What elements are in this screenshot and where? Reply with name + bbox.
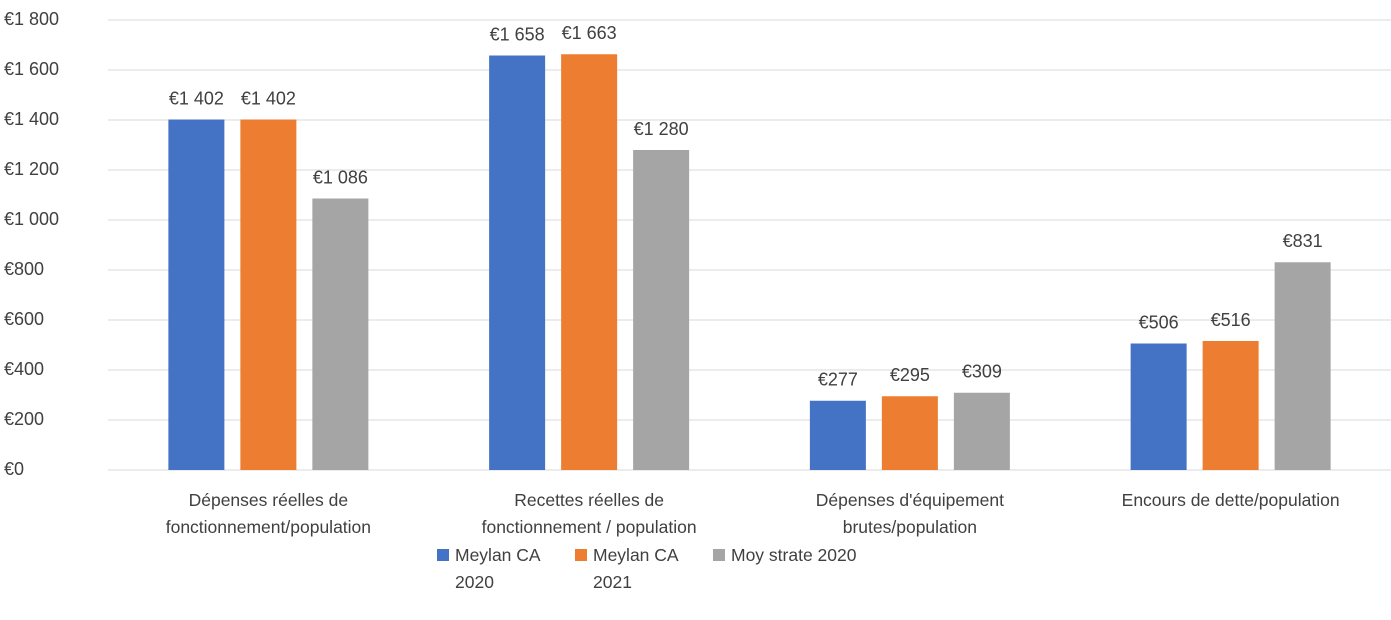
bar: [633, 150, 690, 470]
bar: [809, 400, 866, 470]
y-tick-label: €1 800: [4, 9, 59, 29]
data-label: €1 658: [490, 24, 545, 44]
data-label: €831: [1283, 231, 1323, 251]
legend-item: Meylan CA 2020: [437, 542, 555, 596]
data-label: €1 280: [634, 119, 689, 139]
legend-item: Moy strate 2020: [713, 542, 856, 596]
legend: Meylan CA 2020 Meylan CA 2021 Moy strate 2…: [437, 542, 876, 596]
y-tick-label: €1 600: [4, 59, 59, 79]
legend-item: Meylan CA 2021: [575, 542, 693, 596]
y-tick-label: €400: [4, 359, 44, 379]
x-tick-label: Dépenses réelles de fonctionnement/popul…: [165, 490, 372, 537]
legend-swatch: [437, 549, 449, 561]
legend-label: Moy strate 2020: [731, 545, 857, 565]
x-tick-label: Recettes réelles de fonctionnement / pop…: [481, 490, 697, 537]
legend-swatch: [575, 549, 587, 561]
bar: [1202, 341, 1259, 470]
data-label: €295: [890, 365, 930, 385]
bar: [240, 119, 297, 470]
data-label: €1 086: [313, 167, 368, 187]
data-label: €1 402: [169, 88, 224, 108]
data-label: €309: [962, 362, 1002, 382]
data-label: €1 402: [241, 88, 296, 108]
y-tick-label: €1 400: [4, 109, 59, 129]
bar: [489, 55, 546, 470]
legend-label: Meylan CA 2020: [455, 545, 540, 592]
bar: [1130, 343, 1187, 470]
y-tick-label: €1 000: [4, 209, 59, 229]
y-tick-label: €1 200: [4, 159, 59, 179]
bar: [168, 119, 225, 470]
data-label: €516: [1211, 310, 1251, 330]
y-tick-label: €200: [4, 409, 44, 429]
x-tick-label: Encours de dette/population: [1121, 490, 1340, 510]
data-label: €277: [818, 370, 858, 390]
legend-label: Meylan CA 2021: [593, 545, 678, 592]
bar: [953, 392, 1010, 470]
x-tick-label: Dépenses d'équipement brutes/population: [815, 490, 1004, 537]
y-tick-label: €600: [4, 309, 44, 329]
legend-swatch: [713, 549, 725, 561]
bar: [1274, 262, 1331, 470]
data-label: €506: [1139, 312, 1179, 332]
bar: [312, 198, 369, 470]
y-tick-label: €800: [4, 259, 44, 279]
data-label: €1 663: [562, 23, 617, 43]
bar: [881, 396, 938, 470]
bar: [561, 54, 618, 470]
y-tick-label: €0: [4, 459, 24, 479]
